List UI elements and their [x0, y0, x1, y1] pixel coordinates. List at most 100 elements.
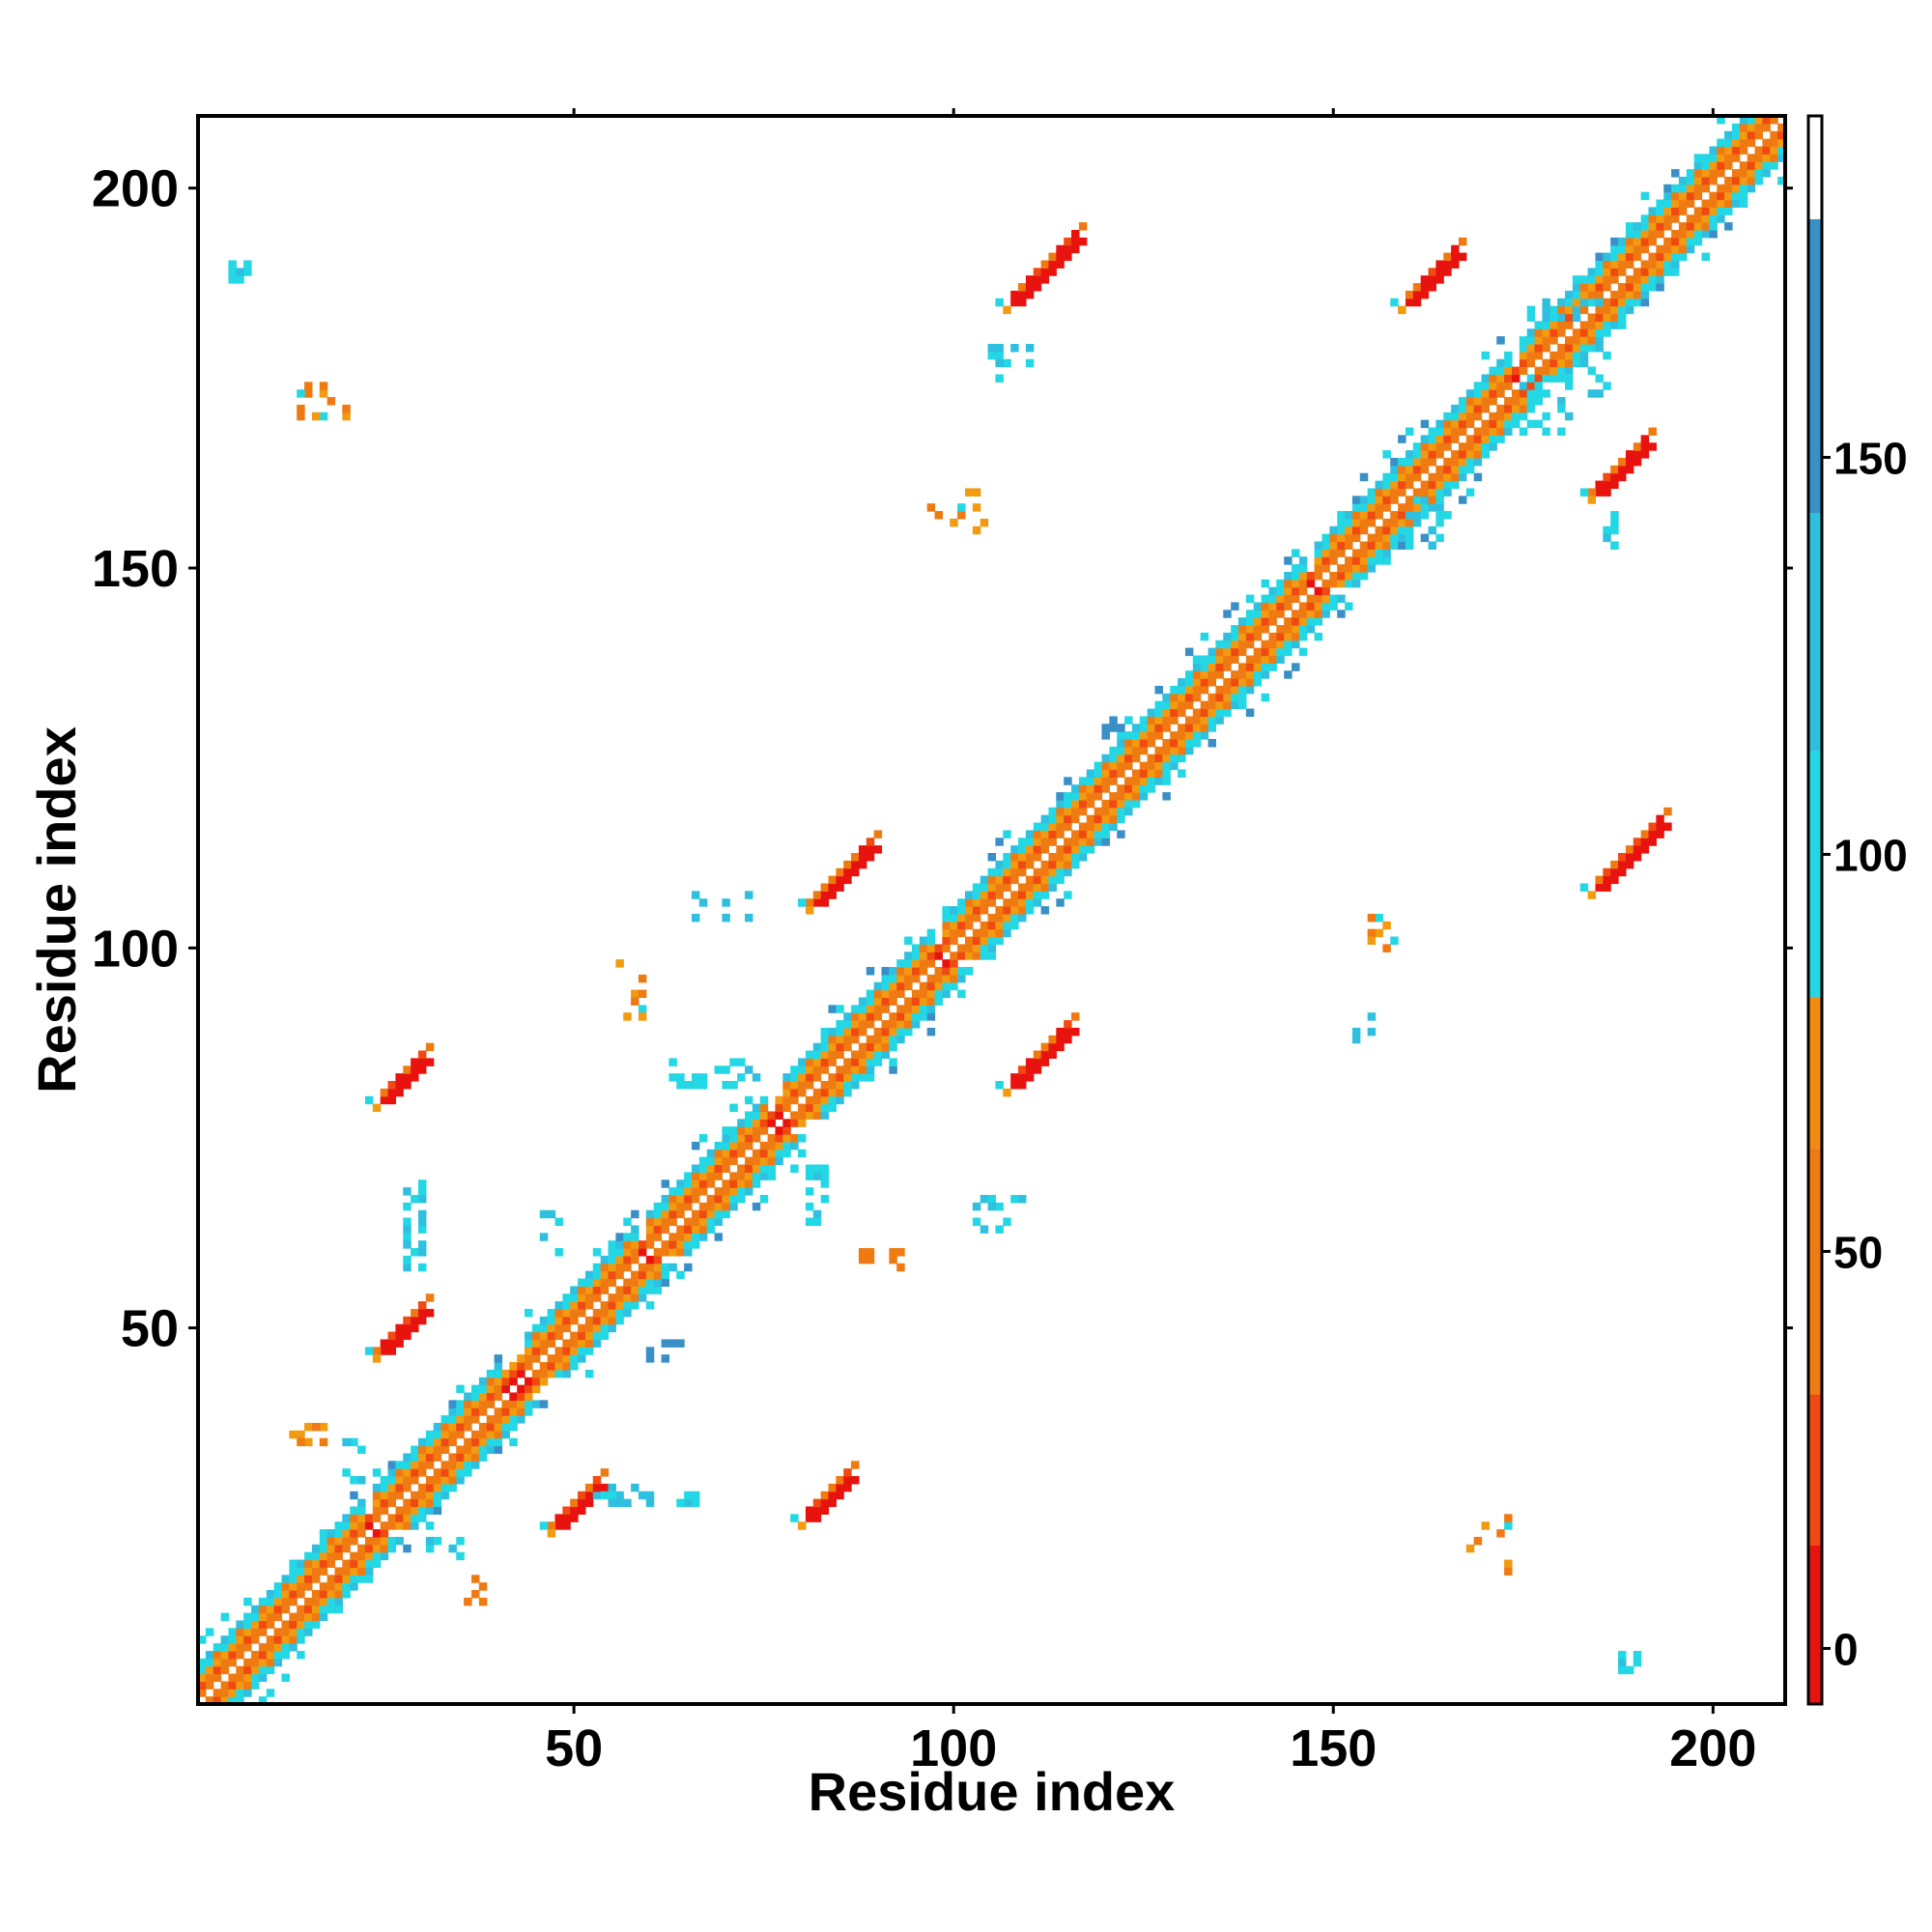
- heatmap-cell: [1526, 358, 1536, 368]
- heatmap-cell: [638, 989, 647, 999]
- heatmap-cell: [319, 412, 328, 421]
- heatmap-cell: [236, 1689, 244, 1697]
- heatmap-cell: [1603, 472, 1611, 482]
- heatmap-cell: [752, 1103, 761, 1113]
- heatmap-cell: [995, 298, 1004, 307]
- heatmap-cell: [1170, 753, 1179, 763]
- heatmap-cell: [631, 1270, 639, 1280]
- heatmap-cell: [1117, 792, 1125, 801]
- heatmap-cell: [950, 913, 958, 923]
- heatmap-cell: [1351, 579, 1361, 588]
- heatmap-cell: [1693, 222, 1703, 231]
- heatmap-cell: [1747, 161, 1756, 170]
- heatmap-cell: [395, 1476, 404, 1485]
- heatmap-cell: [645, 1491, 655, 1500]
- heatmap-cell: [1329, 549, 1338, 557]
- heatmap-cell: [1747, 138, 1756, 148]
- heatmap-cell: [525, 1339, 533, 1348]
- heatmap-cell: [676, 1179, 685, 1188]
- heatmap-cell: [1101, 838, 1110, 846]
- heatmap-cell: [858, 1020, 867, 1029]
- heatmap-cell: [1178, 700, 1186, 710]
- heatmap-cell: [417, 1437, 427, 1447]
- heatmap-cell: [403, 1225, 412, 1234]
- heatmap-cell: [1245, 639, 1255, 649]
- heatmap-cell: [1579, 298, 1589, 307]
- heatmap-cell: [873, 1050, 883, 1059]
- heatmap-cell: [957, 906, 966, 915]
- heatmap-cell: [456, 1384, 465, 1394]
- heatmap-cell: [1314, 617, 1323, 626]
- heatmap-cell: [1208, 739, 1217, 748]
- heatmap-cell: [243, 1665, 252, 1675]
- heatmap-cell: [1481, 450, 1491, 459]
- heatmap-cell: [304, 1559, 313, 1569]
- heatmap-cell: [812, 1065, 822, 1074]
- heatmap-cell: [737, 1126, 746, 1135]
- heatmap-cell: [645, 1270, 655, 1280]
- heatmap-cell: [1519, 412, 1528, 421]
- heatmap-cell: [980, 518, 989, 527]
- heatmap-cell: [304, 1437, 313, 1447]
- heatmap-cell: [904, 959, 913, 968]
- heatmap-cell: [1064, 860, 1072, 869]
- heatmap-cell: [403, 1255, 412, 1264]
- heatmap-cell: [1579, 328, 1589, 337]
- heatmap-cell: [357, 1559, 366, 1569]
- heatmap-cell: [987, 944, 997, 952]
- heatmap-cell: [836, 1042, 844, 1052]
- heatmap-cell: [1656, 229, 1664, 239]
- heatmap-cell: [584, 1301, 594, 1310]
- heatmap-cell: [417, 1058, 427, 1066]
- heatmap-cell: [1747, 184, 1756, 193]
- heatmap-cell: [964, 944, 974, 952]
- heatmap-cell: [645, 1240, 655, 1249]
- heatmap-cell: [433, 1536, 442, 1546]
- heatmap-cell: [1033, 867, 1042, 877]
- heatmap-cell: [1382, 480, 1391, 490]
- heatmap-cell: [1603, 875, 1611, 885]
- heatmap-cell: [851, 853, 860, 862]
- heatmap-cell: [1618, 260, 1627, 269]
- heatmap-cell: [790, 1134, 799, 1143]
- heatmap-cell: [661, 1209, 669, 1219]
- heatmap-cell: [205, 1665, 214, 1675]
- heatmap-cell: [866, 967, 875, 976]
- heatmap-cell: [964, 936, 974, 945]
- heatmap-cell: [995, 838, 1004, 846]
- heatmap-cell: [995, 883, 1004, 892]
- heatmap-cell: [403, 1065, 412, 1074]
- heatmap-cell: [1648, 214, 1657, 223]
- heatmap-cell: [668, 1073, 677, 1082]
- heatmap-cell: [600, 1278, 610, 1287]
- heatmap-cell: [297, 1612, 305, 1622]
- heatmap-cell: [668, 1240, 677, 1249]
- heatmap-cell: [1101, 777, 1110, 785]
- heatmap-cell: [1496, 427, 1505, 436]
- heatmap-cell: [798, 1111, 807, 1120]
- heatmap-cell: [1405, 450, 1414, 459]
- heatmap-cell: [478, 1377, 488, 1386]
- heatmap-cell: [858, 845, 867, 854]
- heatmap-cell: [934, 944, 943, 952]
- heatmap-cell: [1458, 457, 1467, 467]
- heatmap-cell: [1473, 472, 1483, 482]
- heatmap-cell: [745, 1065, 753, 1074]
- heatmap-cell: [464, 1461, 472, 1469]
- heatmap-cell: [1603, 275, 1611, 284]
- heatmap-cell: [1625, 283, 1634, 292]
- heatmap-cell: [729, 1058, 738, 1066]
- heatmap-cell: [1686, 176, 1695, 185]
- heatmap-cell: [896, 959, 905, 968]
- heatmap-cell: [1640, 237, 1650, 246]
- heatmap-cell: [1056, 1042, 1065, 1052]
- heatmap-cell: [714, 1233, 724, 1241]
- heatmap-cell: [1268, 586, 1277, 596]
- heatmap-cell: [684, 1187, 693, 1196]
- heatmap-cell: [456, 1445, 465, 1455]
- heatmap-cell: [1458, 404, 1467, 413]
- heatmap-cell: [1579, 358, 1589, 368]
- heatmap-cell: [729, 1172, 738, 1180]
- heatmap-cell: [1678, 222, 1688, 231]
